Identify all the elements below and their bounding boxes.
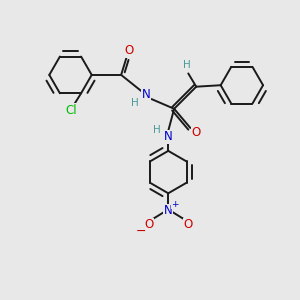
Text: H: H [153, 125, 160, 135]
Text: O: O [144, 218, 153, 231]
Text: O: O [183, 218, 193, 231]
Text: Cl: Cl [65, 104, 76, 117]
Text: H: H [131, 98, 139, 108]
Text: N: N [164, 130, 172, 143]
Text: −: − [135, 225, 146, 238]
Text: N: N [164, 204, 172, 218]
Text: N: N [142, 88, 151, 101]
Text: O: O [192, 126, 201, 139]
Text: +: + [171, 200, 178, 209]
Text: H: H [183, 60, 191, 70]
Text: O: O [125, 44, 134, 57]
